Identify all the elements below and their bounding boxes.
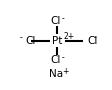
Text: +: + bbox=[63, 67, 69, 76]
Text: Cl: Cl bbox=[26, 36, 36, 46]
Text: Cl: Cl bbox=[51, 55, 61, 65]
Text: -: - bbox=[61, 53, 64, 62]
Text: Na: Na bbox=[49, 69, 63, 79]
Text: Cl: Cl bbox=[87, 36, 97, 46]
Text: -: - bbox=[61, 14, 64, 23]
Text: Pt: Pt bbox=[52, 36, 63, 46]
Text: 2+: 2+ bbox=[64, 32, 75, 41]
Text: -: - bbox=[19, 33, 22, 42]
Text: -: - bbox=[94, 33, 97, 42]
Text: Cl: Cl bbox=[51, 16, 61, 26]
